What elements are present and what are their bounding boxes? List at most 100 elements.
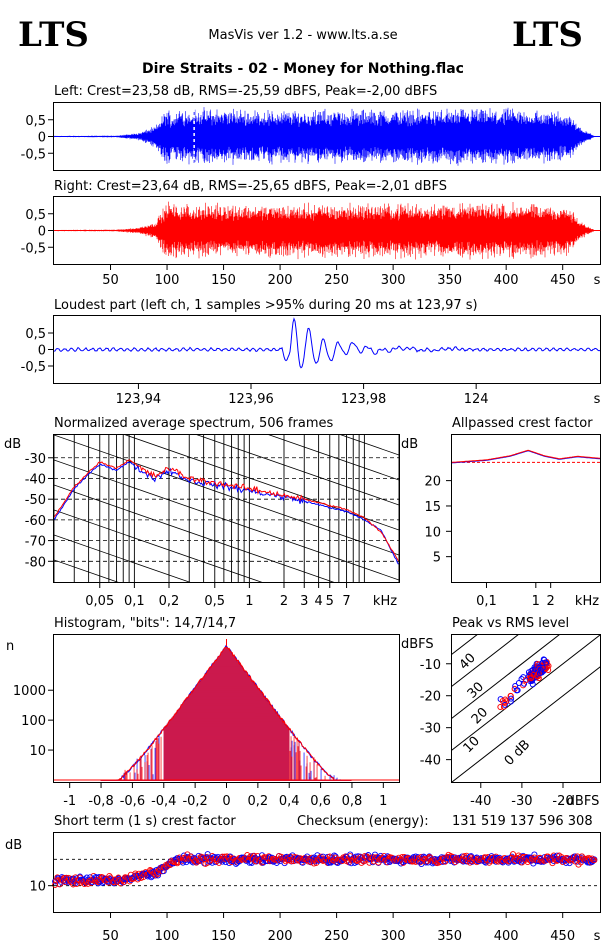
allpass-ylabel: dB xyxy=(401,437,418,452)
xtick-label-unit: s xyxy=(594,273,601,288)
spectrum-slope xyxy=(54,534,191,582)
xtick-label: 300 xyxy=(381,273,406,288)
xtick-label: 0 xyxy=(222,794,230,809)
peak-rms-point xyxy=(536,670,543,677)
spectrum-right xyxy=(54,459,399,562)
spectrum-grid xyxy=(54,310,399,830)
spectrum-title: Normalized average spectrum, 506 frames xyxy=(54,416,333,431)
xtick-label-unit: dBFS xyxy=(567,794,600,809)
logo-left: LTS xyxy=(18,15,89,55)
crest-point xyxy=(509,851,517,858)
xtick-label: 50 xyxy=(102,929,119,944)
crest-short-ylabel: dB xyxy=(5,838,22,853)
spectrum-slope xyxy=(54,509,263,582)
xtick-label-unit: s xyxy=(594,392,601,407)
spectrum-slope xyxy=(54,710,399,830)
app-title: MasVis ver 1.2 - www.lts.a.se xyxy=(208,28,397,43)
xtick-label: 0,2 xyxy=(159,594,180,609)
left-waveform-title: Left: Crest=23,58 dB, RMS=-25,59 dBFS, P… xyxy=(54,84,437,99)
spectrum-slope xyxy=(268,435,399,481)
xtick-label: 0,4 xyxy=(279,794,300,809)
ytick-label: -30 xyxy=(420,722,441,737)
allpass-frame xyxy=(451,434,601,583)
right-waveform-title: Right: Crest=23,64 dB, RMS=-25,65 dBFS, … xyxy=(54,179,447,194)
xtick-label: 200 xyxy=(268,273,293,288)
xtick-label: 0,2 xyxy=(248,794,269,809)
xtick-label: -20 xyxy=(552,794,573,809)
xtick-label: 124 xyxy=(464,392,489,407)
xtick-label: 450 xyxy=(550,273,575,288)
xtick-label: 2 xyxy=(547,594,555,609)
ytick-label: 10 xyxy=(424,525,441,540)
crest-point xyxy=(324,853,331,860)
xtick-label-unit: kHz xyxy=(373,594,397,609)
spectrum-slope xyxy=(54,310,399,430)
xtick-label: 1 xyxy=(532,594,540,609)
peak-rms-title: Peak vs RMS level xyxy=(452,616,569,631)
peak-rms-point xyxy=(528,675,535,682)
histogram-curve-right xyxy=(93,646,360,781)
crest-diagonal xyxy=(452,666,600,782)
spectrum-ylabel: dB xyxy=(4,437,21,452)
peak-rms-point xyxy=(511,685,518,692)
xtick-label: -40 xyxy=(470,794,491,809)
ytick-label: -40 xyxy=(25,472,46,487)
spectrum-slope xyxy=(54,484,335,582)
peak-rms-point xyxy=(529,681,536,688)
xtick-label: 0,6 xyxy=(310,794,331,809)
ytick-label: -0,5 xyxy=(21,241,46,256)
histogram-frame xyxy=(53,634,400,783)
xtick-label: 123,94 xyxy=(116,392,162,407)
ytick-label: 20 xyxy=(424,475,441,490)
spectrum-slope xyxy=(196,435,399,506)
ytick-label: -20 xyxy=(420,690,441,705)
spectrum-slope xyxy=(54,660,399,780)
xtick-label: 123,98 xyxy=(341,392,387,407)
ytick-label: -0,5 xyxy=(21,360,46,375)
xtick-label: 4 xyxy=(314,594,322,609)
xtick-label: -1 xyxy=(63,794,76,809)
crest-point xyxy=(52,881,59,888)
peak-rms-point xyxy=(508,695,515,702)
xtick-label-unit: kHz xyxy=(575,594,599,609)
ytick-label: -40 xyxy=(420,754,441,769)
ytick-label: 0,5 xyxy=(25,208,46,223)
peak-rms-point xyxy=(512,682,519,689)
ytick-label: -30 xyxy=(25,452,46,467)
xtick-label: 250 xyxy=(324,929,349,944)
ytick-label: 10 xyxy=(29,744,46,759)
ytick-label: -0,5 xyxy=(21,147,46,162)
ytick-label: -10 xyxy=(420,658,441,673)
track-title: Dire Straits - 02 - Money for Nothing.fl… xyxy=(142,61,464,77)
xtick-label: 50 xyxy=(102,273,119,288)
checksum-value: 131 519 137 596 308 xyxy=(452,814,593,829)
xtick-label: 250 xyxy=(324,273,349,288)
ytick-label: -80 xyxy=(25,555,46,570)
ytick-label: -70 xyxy=(25,535,46,550)
crest-diagonal-label: 40 xyxy=(457,651,479,673)
crest-diagonal-label: 20 xyxy=(469,705,491,727)
xtick-label: 100 xyxy=(155,929,180,944)
crest-diagonal-label: 30 xyxy=(465,679,487,701)
xtick-label: 2 xyxy=(280,594,288,609)
peak-rms-frame xyxy=(451,634,601,783)
xtick-label: -0,6 xyxy=(120,794,145,809)
xtick-label: -30 xyxy=(511,794,532,809)
loudest-part-title: Loudest part (left ch, 1 samples >95% du… xyxy=(54,298,478,313)
crest-point xyxy=(591,857,598,864)
peak-rms-point xyxy=(507,692,514,699)
crest-short-frame xyxy=(53,832,601,913)
crest-short-title: Short term (1 s) crest factor xyxy=(54,814,236,829)
spectrum-slope xyxy=(54,635,399,755)
histogram-ylabel: n xyxy=(6,639,14,654)
xtick-label: 100 xyxy=(155,273,180,288)
spectrum-slope xyxy=(54,435,399,556)
xtick-label: 350 xyxy=(437,929,462,944)
xtick-label: 123,96 xyxy=(228,392,274,407)
crest-diagonal xyxy=(452,635,600,751)
crest-point xyxy=(223,853,231,860)
peak-rms-point xyxy=(501,699,508,706)
xtick-label-unit: s xyxy=(594,929,601,944)
ytick-label: 0 xyxy=(38,131,46,146)
